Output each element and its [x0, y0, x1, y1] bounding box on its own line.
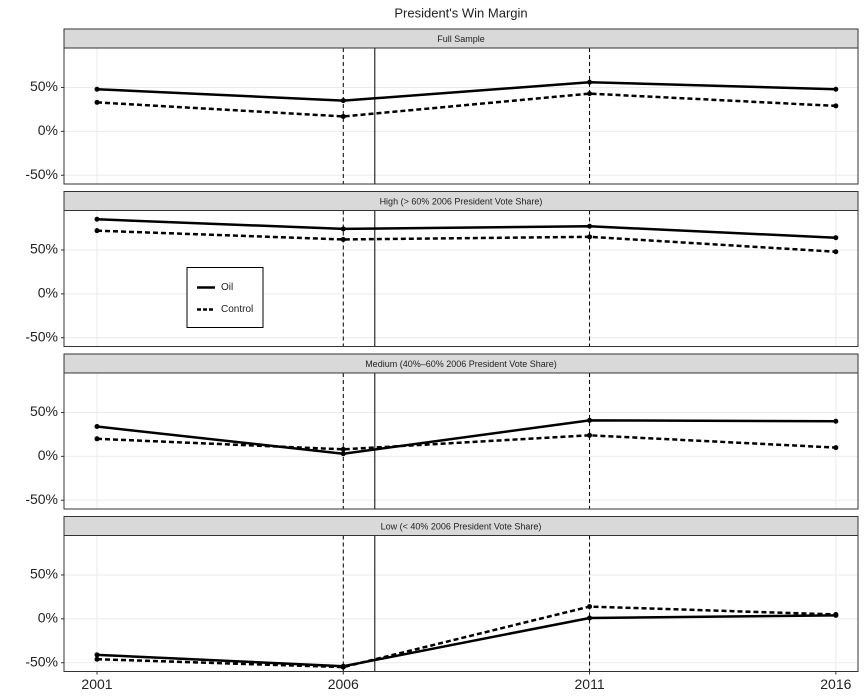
panel-background — [64, 210, 858, 347]
data-point — [94, 99, 100, 105]
strip — [63, 28, 859, 49]
data-point — [833, 249, 839, 255]
data-point — [94, 436, 100, 442]
series-line — [96, 92, 836, 118]
data-point — [94, 86, 100, 92]
data-point — [833, 611, 839, 617]
x-tick-label: 2016 — [820, 676, 851, 692]
series-line — [96, 80, 836, 102]
strip-label: High (> 60% 2006 President Vote Share) — [380, 196, 543, 206]
data-point — [587, 432, 593, 438]
strip — [63, 353, 859, 374]
data-point — [587, 79, 593, 85]
data-point — [587, 615, 593, 621]
data-point — [587, 223, 593, 229]
data-point — [340, 226, 346, 232]
panel-background — [64, 48, 858, 184]
strip — [63, 516, 859, 536]
x-tick-label: 2006 — [328, 676, 359, 692]
data-point — [587, 604, 593, 610]
legend-label: Oil — [221, 282, 233, 293]
data-point — [833, 103, 839, 109]
data-point — [833, 235, 839, 241]
data-point — [340, 98, 346, 104]
series-line — [96, 218, 836, 239]
data-point — [340, 664, 346, 670]
data-point — [94, 652, 100, 658]
data-point — [340, 236, 346, 242]
y-tick-label: 50% — [30, 78, 58, 94]
data-point — [587, 234, 593, 240]
strip — [63, 191, 859, 211]
series-line — [96, 605, 836, 669]
data-point — [94, 228, 100, 234]
data-point — [833, 445, 839, 451]
legend-label: Control — [221, 304, 253, 315]
y-tick-label: 0% — [38, 285, 58, 301]
y-tick-label: 0% — [38, 122, 58, 138]
data-point — [340, 113, 346, 119]
series-line — [96, 614, 836, 668]
panel-background — [64, 373, 858, 509]
y-tick-label: 0% — [38, 610, 58, 626]
series-line — [96, 419, 836, 455]
legend-box — [186, 267, 264, 328]
data-point — [340, 446, 346, 452]
data-point — [587, 417, 593, 423]
y-tick-label: -50% — [25, 166, 58, 182]
y-tick-label: -50% — [25, 328, 58, 344]
data-point — [94, 656, 100, 662]
data-point — [340, 451, 346, 457]
series-line — [96, 229, 836, 253]
data-point — [94, 216, 100, 222]
data-point — [587, 91, 593, 97]
chart-title: President's Win Margin — [394, 5, 527, 20]
x-tick-label: 2001 — [81, 676, 112, 692]
y-tick-label: -50% — [25, 491, 58, 507]
x-tick-label: 2011 — [575, 676, 605, 692]
series-line — [96, 434, 836, 451]
y-tick-label: -50% — [25, 653, 58, 669]
data-point — [833, 86, 839, 92]
y-tick-label: 50% — [30, 566, 58, 582]
data-point — [94, 424, 100, 430]
panel-background — [64, 535, 858, 672]
data-point — [833, 418, 839, 424]
y-tick-label: 50% — [30, 403, 58, 419]
y-tick-label: 50% — [30, 241, 58, 257]
y-tick-label: 0% — [38, 447, 58, 463]
strip-label: Medium (40%–60% 2006 President Vote Shar… — [365, 359, 557, 369]
strip-label: Full Sample — [437, 34, 485, 44]
strip-label: Low (< 40% 2006 President Vote Share) — [381, 521, 542, 531]
